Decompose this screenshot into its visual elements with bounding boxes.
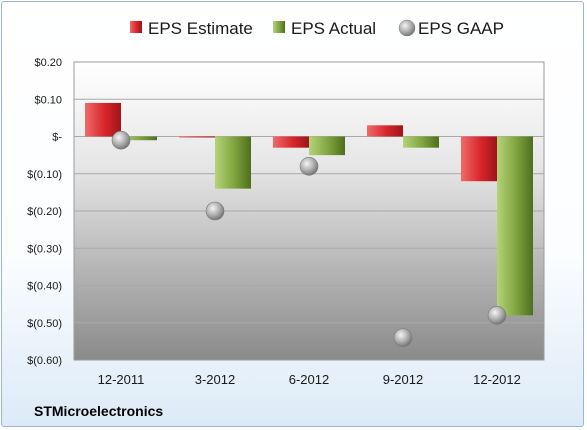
legend-label-eps-actual: EPS Actual — [291, 19, 376, 38]
y-tick-label: $- — [52, 132, 62, 144]
bar-eps-estimate-3-2012 — [179, 136, 215, 138]
y-tick-label: $0.20 — [34, 57, 62, 69]
y-tick-label: $0.10 — [34, 94, 62, 106]
legend-swatch-eps-gaap — [398, 19, 416, 37]
company-name: STMicroelectronics — [34, 403, 163, 419]
marker-eps-gaap-12-2011 — [111, 130, 131, 150]
bar-eps-estimate-12-2012 — [461, 136, 497, 182]
y-tick-label: $(0.50) — [27, 318, 62, 330]
marker-eps-gaap-3-2012 — [205, 201, 225, 221]
x-axis-ticks: 12-2011 3-2012 6-2012 9-2012 12-2012 — [98, 372, 521, 387]
y-tick-label: $(0.60) — [27, 355, 62, 367]
y-tick-label: $(0.10) — [27, 169, 62, 181]
marker-eps-gaap-6-2012 — [299, 157, 319, 176]
legend-swatch-eps-actual — [273, 21, 285, 33]
legend: EPS Estimate EPS Actual EPS GAAP — [130, 19, 504, 38]
x-tick-label: 12-2011 — [98, 372, 145, 387]
y-axis-ticks: $0.20 $0.10 $- $(0.10) $(0.20) $(0.30) $(0.40)… — [27, 57, 62, 367]
x-tick-label: 12-2012 — [473, 372, 521, 387]
x-tick-label: 3-2012 — [195, 372, 235, 387]
y-tick-label: $(0.40) — [27, 281, 62, 293]
y-tick-label: $(0.30) — [27, 243, 62, 255]
legend-label-eps-gaap: EPS GAAP — [418, 19, 504, 38]
bar-eps-estimate-12-2011 — [85, 102, 121, 137]
x-tick-label: 6-2012 — [289, 372, 329, 387]
gaap-markers — [111, 130, 507, 347]
bar-eps-actual-3-2012 — [215, 136, 251, 189]
y-tick-label: $(0.20) — [27, 206, 62, 218]
x-tick-label: 9-2012 — [383, 372, 423, 387]
marker-eps-gaap-12-2012 — [487, 305, 507, 325]
marker-eps-gaap-9-2012 — [393, 328, 413, 347]
bar-eps-actual-12-2012 — [497, 136, 533, 316]
bar-eps-estimate-9-2012 — [367, 125, 403, 137]
bar-eps-actual-12-2011 — [121, 136, 157, 141]
bar-eps-actual-9-2012 — [403, 136, 439, 148]
bar-eps-estimate-6-2012 — [273, 136, 309, 148]
legend-swatch-eps-estimate — [130, 21, 142, 33]
legend-label-eps-estimate: EPS Estimate — [148, 19, 253, 38]
bars — [85, 102, 533, 316]
bar-eps-actual-6-2012 — [309, 136, 345, 156]
